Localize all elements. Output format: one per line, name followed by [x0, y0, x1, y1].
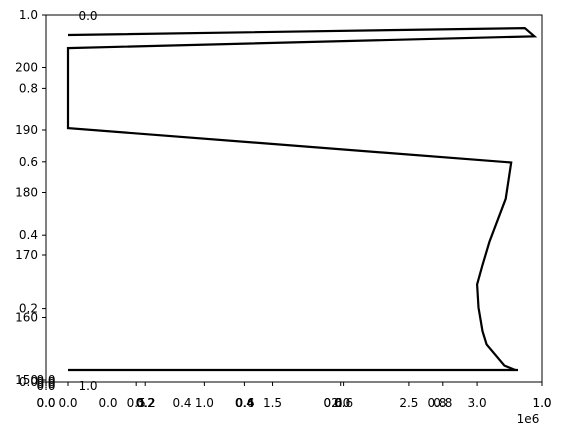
stray-label-13: 0.4 — [235, 396, 254, 410]
series-layer — [66, 26, 538, 372]
overlay-x-tick-label-3: 0.6 — [334, 396, 353, 410]
stray-label-14: 0.6 — [323, 396, 342, 410]
x-offset-label: 1e6 — [517, 412, 540, 426]
x-tick-label-1: 0.5 — [127, 396, 146, 410]
tick-layer: 150 160 170 180 190 200 0.0 0.5 1.0 1.5 2.0 2.5 3.0 — [15, 61, 487, 411]
x-tick-label-5: 2.5 — [399, 396, 418, 410]
y-tick-label-170: 170 — [15, 248, 38, 262]
overlay-x-tick-label-4: 0.8 — [433, 396, 452, 410]
stray-label-0: 0.0 — [78, 9, 97, 23]
stray-label-15: 0.8 — [427, 396, 446, 410]
overlay-y-tick-label-5: 1.0 — [19, 8, 38, 22]
stray-label-4: 0.2 — [136, 396, 155, 410]
stray-label-9: 0.0 — [36, 373, 55, 387]
overlay-y-tick-label-3: 0.6 — [19, 155, 38, 169]
stray-label-2: 0.0 — [36, 396, 55, 410]
overlay-layer: 0.00.20.40.60.81.00.0 0.2 0.4 0.6 0.8 1.00.01… — [19, 8, 552, 410]
overlay-y-tick-label-4: 0.8 — [19, 81, 38, 95]
overlay-y-tick-label-1: 0.2 — [19, 302, 38, 316]
stray-label-11: 0.0 — [36, 377, 55, 391]
overlay-x-tick-label-1: 0.2 — [136, 396, 155, 410]
y-tick-label-180: 180 — [15, 186, 38, 200]
plot-frame — [45, 14, 543, 383]
x-tick-label-3: 1.5 — [263, 396, 282, 410]
stray-label-1: 1.0 — [78, 379, 97, 393]
y-tick-label-150: 150 — [15, 373, 38, 387]
overlay-x-tick-label-5: 1.0 — [532, 396, 551, 410]
x-tick-label-4: 2.0 — [331, 396, 350, 410]
stray-label-6: 0.6 — [235, 396, 254, 410]
stray-label-10: 0.0 — [36, 375, 55, 389]
overlay-y-tick-label-0: 0.0 — [19, 375, 38, 389]
stray-label-7: 0.0 — [323, 396, 342, 410]
series-line-0 — [66, 26, 538, 372]
overlay-x-tick-label-2: 0.4 — [235, 396, 254, 410]
y-tick-label-190: 190 — [15, 123, 38, 137]
x-tick-label-6: 3.0 — [468, 396, 487, 410]
x-tick-label-2: 1.0 — [195, 396, 214, 410]
stray-label-12: 0.2 — [136, 396, 155, 410]
stray-label-16: 1.0 — [532, 396, 551, 410]
y-tick-label-160: 160 — [15, 311, 38, 325]
x-tick-label-0: 0.0 — [58, 396, 77, 410]
y-tick-label-200: 200 — [15, 61, 38, 75]
stray-label-3: 0.0 — [98, 396, 117, 410]
stray-label-8: 0.0 — [36, 379, 55, 393]
overlay-y-tick-label-2: 0.4 — [19, 228, 38, 242]
overlay-x-tick-label-0: 0.0 — [36, 396, 55, 410]
stray-label-5: 0.4 — [172, 396, 191, 410]
